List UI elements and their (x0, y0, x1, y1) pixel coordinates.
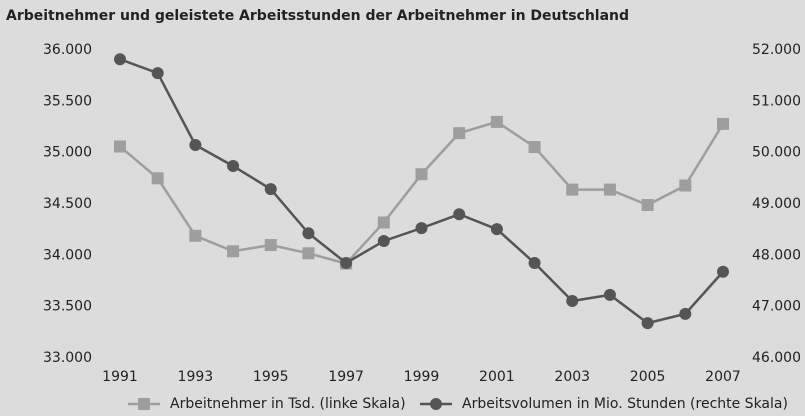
y2-tick-label: 47.000 (752, 299, 801, 315)
marker (189, 138, 202, 151)
marker (528, 141, 541, 154)
marker (189, 229, 202, 242)
legend-marker (430, 398, 442, 410)
x-tick-label: 2005 (630, 369, 666, 385)
marker (114, 140, 126, 153)
marker (264, 183, 277, 196)
marker (641, 199, 654, 212)
y-tick-label: 34.000 (43, 247, 92, 263)
marker (377, 216, 390, 229)
y-tick-label: 35.000 (43, 145, 92, 161)
marker (264, 239, 277, 252)
marker (340, 257, 353, 270)
y-tick-label: 36.000 (43, 42, 92, 58)
x-tick-label: 2003 (554, 369, 590, 385)
y-tick-label: 34.500 (43, 196, 92, 212)
x-tick-label: 2007 (705, 369, 741, 385)
chart-title: Arbeitnehmer und geleistete Arbeitsstund… (6, 8, 629, 24)
y2-tick-label: 50.000 (752, 145, 801, 161)
y-tick-label: 35.500 (43, 93, 92, 109)
marker (679, 307, 692, 320)
marker (490, 115, 503, 128)
x-tick-label: 2001 (479, 369, 515, 385)
marker (490, 223, 503, 236)
y-tick-label: 33.500 (43, 299, 92, 315)
x-tick-label: 1997 (328, 369, 364, 385)
y2-tick-label: 46.000 (752, 350, 801, 366)
marker (227, 160, 240, 173)
x-tick-label: 1995 (253, 369, 289, 385)
legend-marker (138, 398, 150, 410)
marker (717, 265, 729, 278)
marker (415, 222, 428, 235)
marker (453, 208, 466, 221)
y-tick-label: 33.000 (43, 350, 92, 366)
y2-tick-label: 49.000 (752, 196, 801, 212)
marker (377, 234, 390, 247)
marker (566, 183, 579, 196)
marker (227, 245, 240, 258)
marker (415, 168, 428, 181)
marker (302, 247, 315, 260)
x-tick-label: 1993 (178, 369, 214, 385)
marker (453, 127, 466, 140)
marker (566, 295, 579, 308)
y2-tick-label: 52.000 (752, 42, 801, 58)
marker (114, 53, 126, 66)
x-tick-label: 1999 (404, 369, 440, 385)
x-tick-label: 1991 (102, 369, 138, 385)
marker (151, 67, 164, 80)
marker (641, 317, 654, 330)
marker (302, 227, 315, 240)
legend-label: Arbeitnehmer in Tsd. (linke Skala) (170, 396, 406, 412)
y2-tick-label: 48.000 (752, 247, 801, 263)
marker (679, 179, 692, 192)
marker (603, 288, 616, 301)
marker (151, 172, 164, 185)
legend-label: Arbeitsvolumen in Mio. Stunden (rechte S… (462, 396, 788, 412)
y2-tick-label: 51.000 (752, 93, 801, 109)
marker (603, 183, 616, 196)
marker (528, 257, 541, 270)
marker (717, 117, 729, 130)
